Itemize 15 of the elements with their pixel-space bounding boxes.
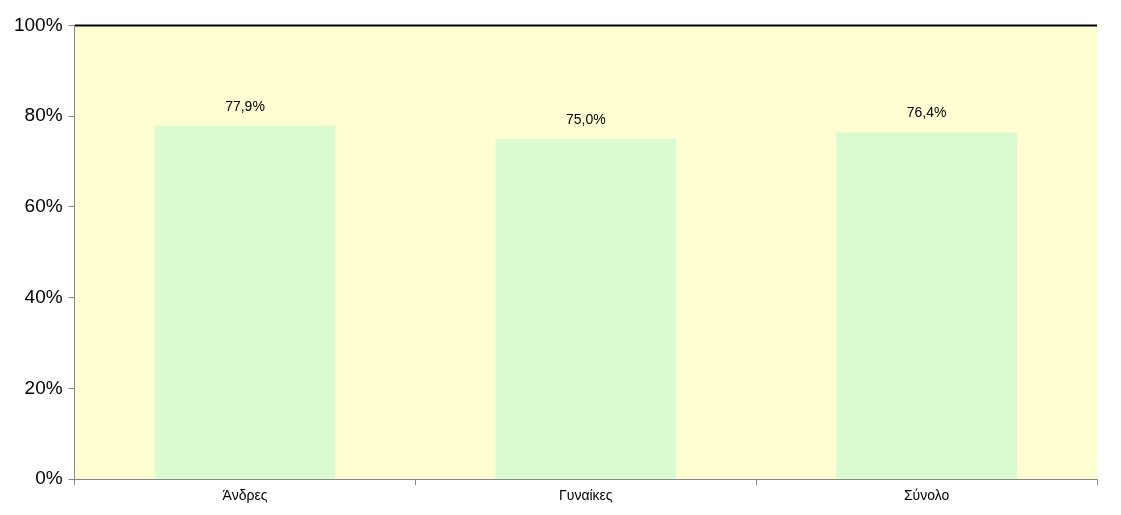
y-tick-label: 80%	[24, 104, 63, 126]
bar	[836, 132, 1017, 479]
y-tick-label: 20%	[24, 376, 63, 398]
x-tick-label: Σύνολο	[903, 487, 950, 504]
data-label: 76,4%	[906, 104, 947, 121]
bar	[154, 125, 336, 479]
y-tick-label: 0%	[35, 467, 63, 489]
data-label: 77,9%	[225, 97, 265, 114]
x-tick-label: Γυναίκες	[559, 487, 613, 504]
data-label: 75,0%	[565, 110, 606, 127]
y-tick-label: 100%	[13, 13, 63, 35]
y-tick-label: 60%	[24, 195, 63, 217]
y-tick-label: 40%	[24, 285, 63, 307]
x-tick-label: Άνδρες	[222, 487, 268, 504]
bar	[495, 138, 677, 479]
